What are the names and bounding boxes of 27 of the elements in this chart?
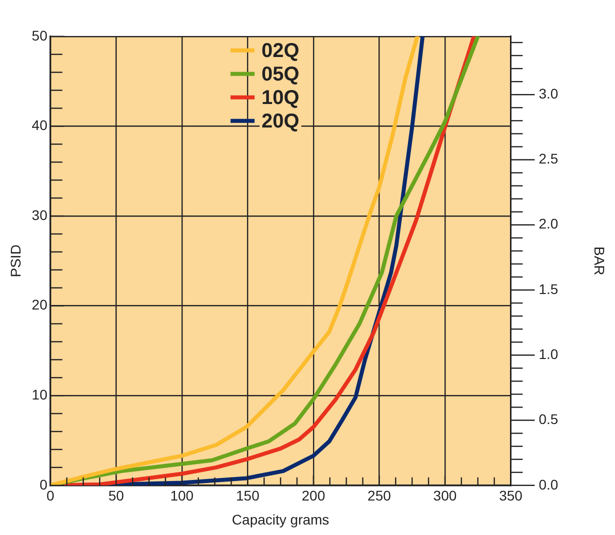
y-tick-label: 0 xyxy=(40,476,48,492)
legend-label: 05Q xyxy=(262,63,300,86)
x-axis-title: Capacity grams xyxy=(232,511,330,528)
y2-tick-label: 0.0 xyxy=(538,476,558,492)
y2-tick-label: 1.5 xyxy=(538,280,558,297)
x-tick-label: 200 xyxy=(302,488,326,504)
y-tick-label: 50 xyxy=(32,27,48,44)
y-tick-label: 10 xyxy=(32,386,48,402)
y2-tick-label: 0.5 xyxy=(538,411,558,428)
y-tick-label: 20 xyxy=(32,296,48,313)
y2-tick-label: 1.0 xyxy=(538,346,558,362)
y2-axis-title: BAR xyxy=(592,246,608,276)
y2-tick-label: 2.5 xyxy=(538,150,558,167)
x-tick-label: 250 xyxy=(368,488,392,504)
legend-label: 02Q xyxy=(262,40,300,62)
y-tick-label: 30 xyxy=(32,206,48,223)
legend-label: 10Q xyxy=(262,86,300,109)
y2-tick-label: 3.0 xyxy=(538,85,558,102)
x-tick-label: 300 xyxy=(433,488,457,504)
y2-tick-label: 2.0 xyxy=(538,216,558,232)
y-tick-label: 40 xyxy=(32,117,48,134)
legend-label: 20Q xyxy=(262,110,300,132)
x-tick-label: 150 xyxy=(236,488,260,504)
y-axis-title: PSID xyxy=(7,244,24,278)
x-tick-label: 100 xyxy=(170,488,194,504)
x-tick-label: 50 xyxy=(108,488,124,504)
x-tick-label: 350 xyxy=(499,488,523,504)
